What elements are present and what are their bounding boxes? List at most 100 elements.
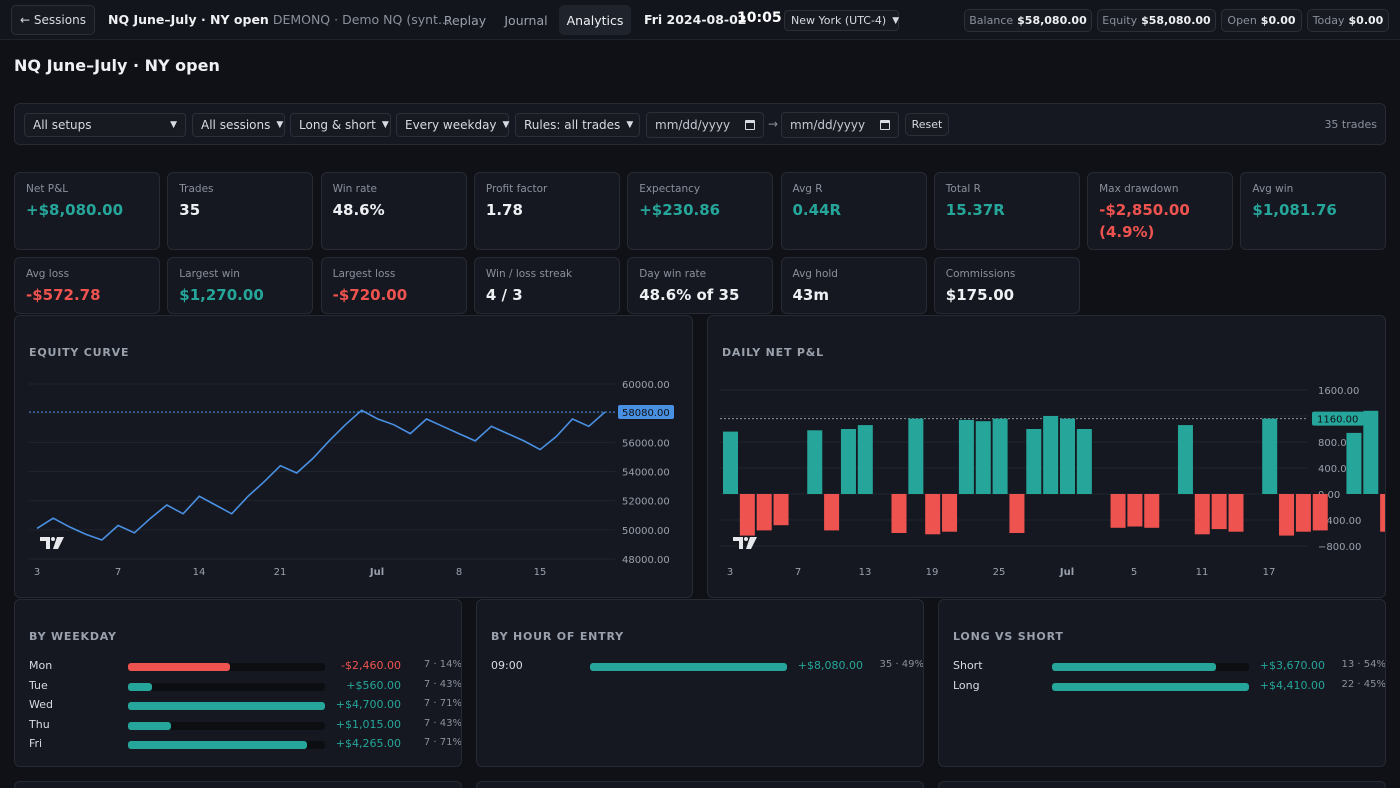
x-tick-label: 14	[193, 567, 206, 578]
calendar-icon	[880, 120, 890, 130]
stat-card: Net P&L +$8,080.00	[14, 172, 160, 250]
y-tick-label: 50000.00	[622, 526, 670, 537]
stat-label: Largest loss	[332, 268, 396, 280]
replay-date: Fri 2024-08-02	[644, 12, 747, 27]
pnl-bar	[1211, 494, 1227, 530]
pnl-bar	[975, 421, 991, 494]
chevron-down-icon: ▼	[170, 120, 177, 130]
balance-label: Balance	[969, 14, 1014, 27]
x-tick-label: 3	[34, 567, 40, 578]
stat-card: Commissions $175.00	[933, 257, 1080, 314]
chevron-down-icon: ▼	[892, 15, 900, 26]
back-to-sessions-button[interactable]: ← Sessions	[11, 5, 95, 35]
breakdown-row: Thu +$1,015.00 7 · 43%	[29, 718, 461, 734]
pnl-bar	[891, 494, 907, 533]
stat-value: 48.6%	[332, 201, 385, 219]
breakdown-count: 13 · 54%	[1341, 659, 1386, 670]
stat-card: Profit factor 1.78	[473, 172, 620, 250]
direction-filter-select[interactable]: Long & short ▼	[290, 113, 391, 137]
y-tick-label: 56000.00	[622, 438, 670, 449]
x-tick-label: Jul	[1059, 567, 1074, 578]
stat-value: 35	[179, 201, 201, 219]
pnl-bar	[1177, 425, 1193, 494]
breakdown-count: 7 · 71%	[423, 737, 462, 749]
stat-label: Avg win	[1252, 183, 1294, 195]
setup-filter-select[interactable]: All setups ▼	[24, 113, 186, 137]
weekday-filter-select[interactable]: Every weekday ▼	[396, 113, 509, 137]
session-meta: DEMONQ · Demo NQ (synt...	[272, 12, 450, 27]
open-label: Open	[1227, 14, 1257, 27]
breakdown-bar-track	[128, 663, 325, 671]
pnl-bar	[1144, 494, 1160, 528]
chevron-down-icon: ▼	[276, 120, 284, 130]
date-from-input[interactable]: mm/dd/yyyy	[646, 112, 764, 138]
pnl-bar	[1194, 494, 1210, 535]
pnl-bar	[739, 494, 755, 536]
filter-bar: All setups ▼ All sessions ▼ Long & short ▼ …	[14, 103, 1386, 145]
x-tick-label: 15	[534, 567, 547, 578]
pnl-bar	[1346, 432, 1362, 494]
rules-filter-select[interactable]: Rules: all trades ▼	[515, 113, 640, 137]
stat-label: Win / loss streak	[485, 268, 573, 280]
tab-journal[interactable]: Journal	[504, 12, 548, 28]
pnl-bar	[1228, 494, 1244, 532]
pnl-bar	[925, 494, 941, 535]
x-tick-label: 8	[456, 567, 462, 578]
logo-part	[40, 537, 50, 549]
calendar-icon	[745, 120, 755, 130]
daily-pnl-chart[interactable]: 1600.001200.00800.00400.000.00−400.00−80…	[708, 316, 1386, 598]
stat-label: Win rate	[332, 183, 377, 195]
long-vs-short-panel: LONG VS SHORT Short +$3,670.00 13 · 54% Lon…	[938, 599, 1386, 767]
date-to-input[interactable]: mm/dd/yyyy	[781, 112, 899, 138]
equity-curve-title: EQUITY CURVE	[29, 346, 130, 359]
stat-value: 15.37R	[945, 201, 1005, 219]
stat-card: Largest loss -$720.00	[320, 257, 467, 314]
pnl-bar	[824, 494, 840, 531]
stat-label: Avg hold	[792, 268, 838, 280]
equity-value: $58,080.00	[1141, 14, 1211, 27]
breakdown-value: +$560.00	[346, 678, 401, 692]
tab-replay[interactable]: Replay	[443, 12, 487, 28]
tab-analytics[interactable]: Analytics	[559, 5, 631, 35]
breakdown-value: +$4,265.00	[335, 737, 401, 751]
chevron-down-icon: ▼	[626, 120, 634, 130]
x-tick-label: 19	[926, 567, 939, 578]
equity-pill: Equity $58,080.00	[1097, 9, 1216, 32]
timezone-select[interactable]: New York (UTC-4) ▼	[784, 10, 899, 31]
breakdown-label: Tue	[29, 678, 48, 692]
pnl-bar	[756, 494, 772, 531]
breakdown-row: Short +$3,670.00 13 · 54%	[953, 659, 1385, 675]
x-tick-label: 17	[1263, 567, 1276, 578]
breakdown-row: Mon -$2,460.00 7 · 14%	[29, 659, 461, 675]
breakdown-bar-track	[128, 702, 325, 711]
stat-value: 48.6% of 35	[639, 286, 740, 304]
pnl-bar	[1295, 494, 1311, 532]
breakdown-count: 7 · 43%	[423, 717, 462, 729]
reset-filters-button[interactable]: Reset	[905, 113, 949, 136]
pnl-bar	[1009, 494, 1025, 533]
x-tick-label: 5	[1131, 567, 1137, 578]
session-header: NQ June–July · NY open DEMONQ · Demo NQ …	[108, 12, 450, 27]
next-panel-right	[938, 781, 1386, 788]
pnl-bar	[1262, 418, 1278, 494]
breakdown-label: Wed	[29, 698, 53, 712]
stat-card: Max drawdown -$2,850.00 (4.9%)	[1087, 172, 1234, 250]
pnl-bar	[1076, 429, 1092, 494]
breakdown-row: Fri +$4,265.00 7 · 71%	[29, 737, 461, 753]
pnl-bar	[1312, 494, 1328, 531]
today-value: $0.00	[1348, 14, 1384, 27]
pnl-bar	[908, 418, 924, 494]
equity-curve-chart[interactable]: 60000.0058000.0056000.0054000.0052000.00…	[15, 316, 693, 598]
y-tick-label: 0.00	[1318, 490, 1340, 501]
stat-value: 0.44R	[792, 201, 842, 219]
session-name: NQ June–July · NY open	[108, 12, 269, 27]
stat-value: 4 / 3	[485, 286, 523, 304]
stat-card: Avg R 0.44R	[780, 172, 927, 250]
last-value-tag	[1312, 411, 1364, 426]
x-tick-label: 11	[1196, 567, 1209, 578]
session-filter-select[interactable]: All sessions ▼	[192, 113, 285, 137]
next-panel-left	[14, 781, 462, 788]
breakdown-bar-fill	[128, 702, 325, 711]
pnl-bar	[723, 431, 738, 494]
breakdown-count: 35 · 49%	[879, 659, 924, 670]
